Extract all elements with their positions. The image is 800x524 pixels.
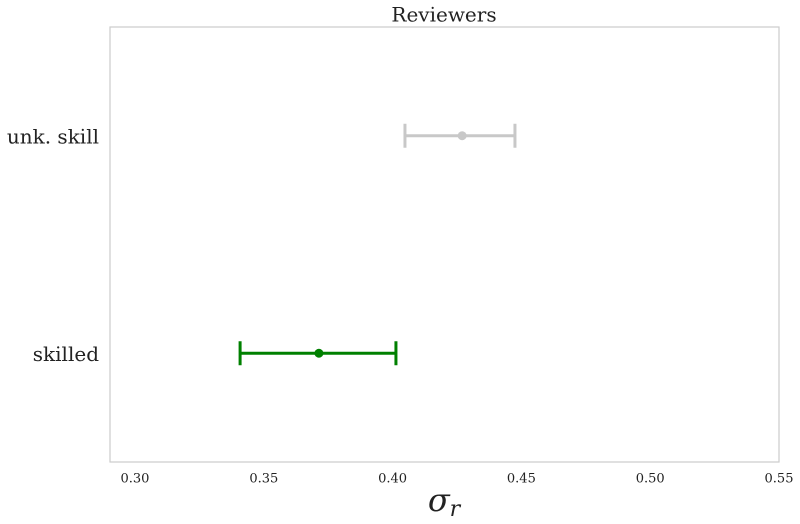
chart-title: Reviewers xyxy=(391,3,496,27)
x-axis-label: σr xyxy=(428,481,462,523)
y-tick-label: unk. skill xyxy=(7,124,99,148)
x-tick-label: 0.55 xyxy=(765,472,794,487)
x-tick-label: 0.45 xyxy=(507,472,536,487)
x-label-subscript: r xyxy=(450,497,462,522)
y-tick-label: skilled xyxy=(33,342,99,366)
x-label-symbol: σ xyxy=(428,481,451,519)
x-tick-label: 0.50 xyxy=(636,472,665,487)
x-tick-label: 0.30 xyxy=(121,472,150,487)
point xyxy=(314,348,324,358)
plot-frame xyxy=(109,26,780,463)
x-tick-label: 0.35 xyxy=(249,472,278,487)
point xyxy=(457,131,467,141)
x-tick-label: 0.40 xyxy=(378,472,407,487)
